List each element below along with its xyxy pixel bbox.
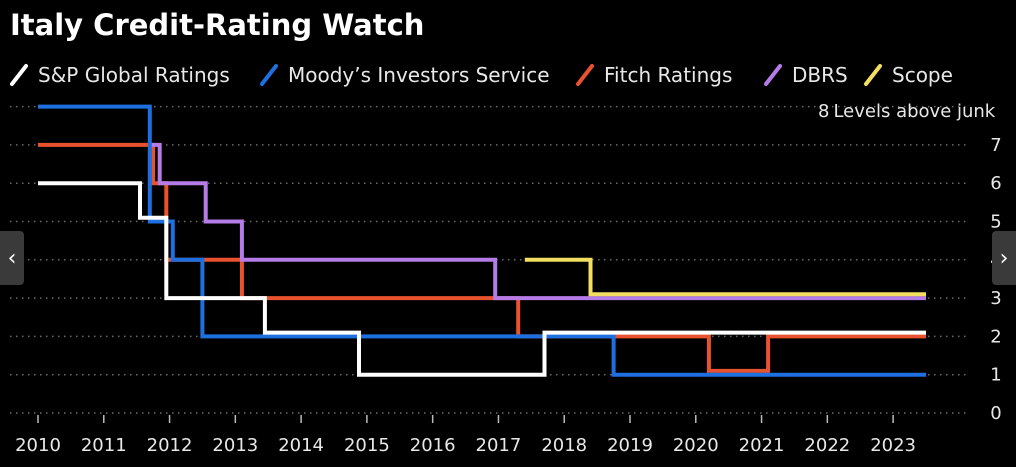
legend-swatch	[576, 64, 594, 86]
y-tick-label: 5	[990, 212, 1001, 233]
y-tick-label: 6	[990, 173, 1001, 194]
y-top-tick-label: 8	[818, 101, 829, 122]
legend-item: S&P Global Ratings	[10, 63, 230, 87]
x-tick-label: 2010	[15, 435, 61, 456]
series-layer	[38, 104, 926, 377]
legend: S&P Global Ratings Moody’s Investors Serv…	[10, 63, 953, 87]
y-tick-label: 3	[990, 288, 1001, 309]
series-line-dbrs	[149, 142, 926, 301]
chart-title: Italy Credit-Rating Watch	[10, 8, 424, 42]
x-tick-label: 2014	[278, 435, 324, 456]
legend-label: Scope	[892, 63, 953, 87]
x-tick-label: 2020	[673, 435, 719, 456]
previous-chart-button[interactable]: ‹	[0, 231, 24, 285]
y-label-text: Levels above junk	[833, 101, 995, 122]
next-chart-button[interactable]: ›	[992, 231, 1016, 285]
y-tick-label: 2	[990, 326, 1001, 347]
x-tick-label: 2018	[541, 435, 587, 456]
legend-item: DBRS	[764, 63, 848, 87]
legend-item: Moody’s Investors Service	[260, 63, 550, 87]
x-tick-label: 2021	[739, 435, 785, 456]
legend-label: Fitch Ratings	[604, 63, 732, 87]
y-tick-label: 7	[990, 135, 1001, 156]
x-tick-label: 2013	[212, 435, 258, 456]
legend-label: Moody’s Investors Service	[288, 63, 550, 87]
x-tick-label: 2022	[804, 435, 850, 456]
legend-swatch	[864, 64, 882, 86]
legend-swatch	[10, 64, 28, 86]
chevron-right-icon: ›	[999, 245, 1009, 271]
x-tick-label: 2012	[147, 435, 193, 456]
chevron-left-icon: ‹	[7, 245, 17, 271]
x-tick-label: 2017	[476, 435, 522, 456]
x-tick-label: 2019	[607, 435, 653, 456]
legend-label: DBRS	[792, 63, 848, 87]
y-axis-label: 8 Levels above junk	[818, 101, 996, 122]
legend-swatch	[764, 64, 782, 86]
x-tick-label: 2016	[410, 435, 456, 456]
y-tick-label: 1	[990, 365, 1001, 386]
x-tick-label: 2011	[81, 435, 127, 456]
x-tick-label: 2015	[344, 435, 390, 456]
legend-item: Scope	[864, 63, 953, 87]
x-axis: 2010 2011 2012 2013 2014 2015 2016 2017 2018 2019…	[15, 435, 916, 456]
x-tick-label: 2023	[870, 435, 916, 456]
series-line-fitch-ratings	[38, 142, 926, 373]
series-line-s-p-global-ratings	[38, 181, 926, 377]
y-tick-label: 0	[990, 403, 1001, 424]
legend-item: Fitch Ratings	[576, 63, 732, 87]
series-line-moody-s-investors-service	[38, 104, 926, 377]
legend-swatch	[260, 64, 278, 86]
legend-label: S&P Global Ratings	[38, 63, 230, 87]
series-line-scope	[524, 257, 926, 297]
